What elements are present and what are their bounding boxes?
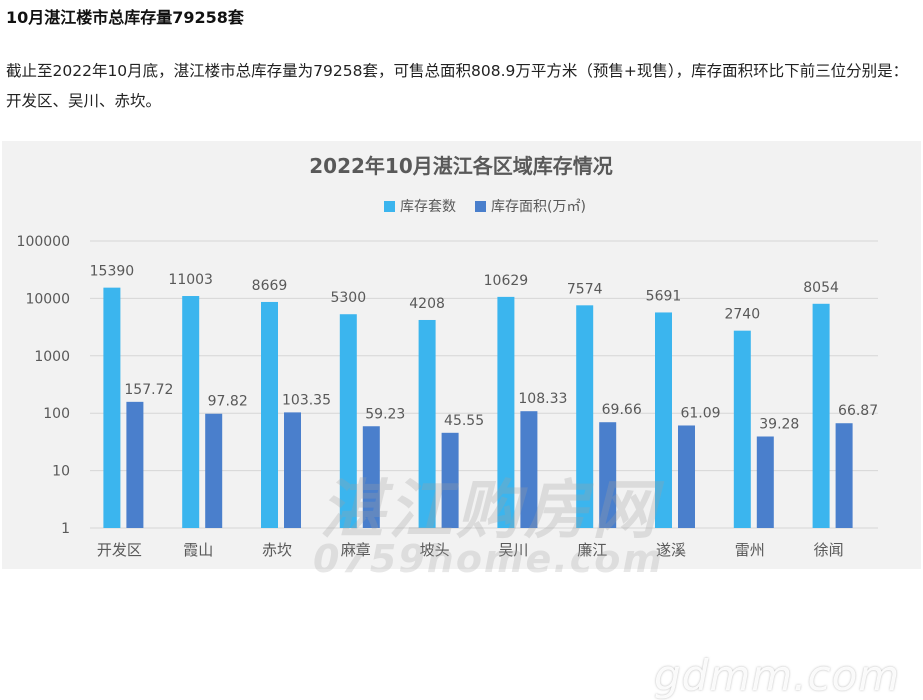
inventory-chart: 2022年10月湛江各区域库存情况库存套数 库存面积(万㎡) 1 10 100 1000 1… bbox=[2, 141, 921, 700]
y-tick-label: 100000 bbox=[17, 234, 70, 250]
data-label-area: 108.33 bbox=[518, 391, 567, 407]
y-tick-label: 100 bbox=[43, 406, 70, 422]
bar-units bbox=[182, 296, 200, 528]
bar-area bbox=[126, 401, 144, 528]
bar-units bbox=[733, 330, 751, 528]
chart-title: 2022年10月湛江各区域库存情况 bbox=[309, 154, 613, 178]
bar-area bbox=[284, 412, 301, 528]
data-label-units: 8054 bbox=[803, 280, 839, 296]
bar-area bbox=[678, 425, 695, 528]
watermark-site-cn: 湛江购房网 bbox=[320, 474, 660, 548]
legend-label-area: 库存面积(万㎡) bbox=[491, 199, 586, 215]
bar-area bbox=[520, 411, 538, 528]
data-label-area: 39.28 bbox=[759, 416, 799, 432]
bar-units bbox=[103, 287, 121, 528]
bar-units bbox=[576, 305, 594, 528]
data-label-units: 10629 bbox=[484, 273, 529, 289]
y-tick-label: 1000 bbox=[34, 349, 70, 365]
watermark-site-en: 0759home.com bbox=[313, 537, 664, 581]
data-label-area: 103.35 bbox=[282, 392, 331, 408]
y-tick-label: 10 bbox=[52, 464, 70, 480]
data-label-area: 66.87 bbox=[838, 403, 878, 419]
bar-units bbox=[655, 312, 672, 528]
article-paragraph: 截止至2022年10月底，湛江楼市总库存量为79258套，可售总面积808.9万… bbox=[6, 62, 909, 110]
watermark-corner: gdmm.com bbox=[654, 651, 901, 700]
bar-units bbox=[812, 303, 830, 528]
bar-area bbox=[362, 426, 380, 528]
data-label-area: 69.66 bbox=[602, 402, 642, 418]
data-label-area: 45.55 bbox=[444, 413, 484, 429]
article-title: 10月湛江楼市总库存量79258套 bbox=[6, 8, 244, 27]
x-tick-label: 廉江 bbox=[577, 541, 607, 559]
x-tick-label: 霞山 bbox=[183, 541, 213, 559]
x-tick-label: 开发区 bbox=[97, 541, 142, 559]
x-tick-label: 遂溪 bbox=[656, 541, 686, 559]
x-tick-label: 麻章 bbox=[341, 541, 371, 559]
data-label-units: 2740 bbox=[724, 307, 760, 323]
bar-units bbox=[339, 314, 357, 528]
data-label-area: 61.09 bbox=[680, 405, 720, 421]
legend-swatch-area bbox=[475, 201, 486, 212]
x-tick-label: 吴川 bbox=[498, 541, 528, 559]
x-tick-label: 赤坎 bbox=[262, 541, 292, 559]
data-label-units: 5300 bbox=[330, 290, 366, 306]
bar-units bbox=[497, 296, 515, 528]
data-label-units: 8669 bbox=[252, 278, 288, 294]
x-tick-label: 坡头 bbox=[420, 541, 450, 559]
x-tick-label: 徐闻 bbox=[814, 541, 844, 559]
y-tick-label: 10000 bbox=[25, 291, 70, 307]
x-tick-label: 雷州 bbox=[735, 541, 765, 559]
bar-area bbox=[205, 413, 223, 528]
data-label-units: 15390 bbox=[90, 264, 135, 280]
bar-area bbox=[441, 432, 459, 528]
data-label-area: 157.72 bbox=[124, 382, 173, 398]
data-label-units: 11003 bbox=[168, 272, 213, 288]
bar-area bbox=[599, 422, 617, 528]
data-label-units: 5691 bbox=[646, 288, 682, 304]
bar-area bbox=[756, 436, 774, 528]
legend-label-units: 库存套数 bbox=[400, 199, 456, 215]
y-tick-label: 1 bbox=[61, 521, 70, 537]
bar-units bbox=[261, 301, 278, 528]
data-label-units: 7574 bbox=[567, 281, 603, 297]
bar-area bbox=[835, 423, 853, 528]
data-label-area: 97.82 bbox=[208, 394, 248, 410]
data-label-units: 4208 bbox=[409, 296, 445, 312]
bar-units bbox=[418, 319, 436, 528]
legend-swatch-units bbox=[384, 201, 395, 212]
data-label-area: 59.23 bbox=[365, 406, 405, 422]
